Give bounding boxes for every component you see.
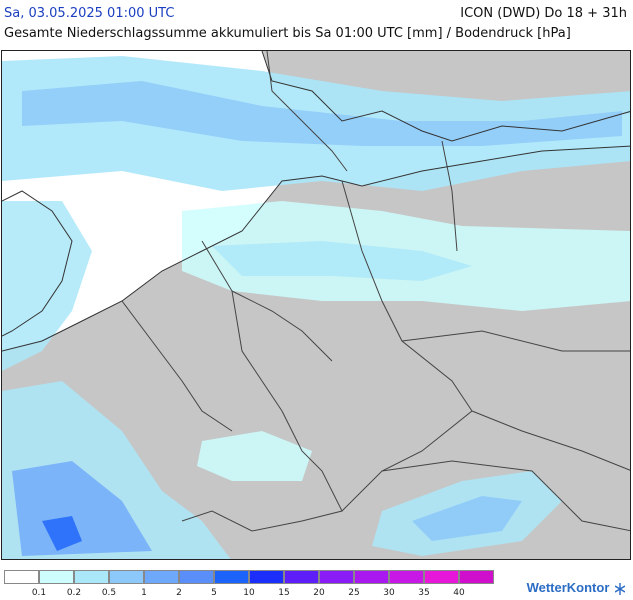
precipitation-legend: [4, 570, 494, 584]
country-borders: [121, 51, 630, 532]
legend-label: 10: [243, 588, 255, 598]
coastlines: [2, 51, 630, 352]
legend-label: 15: [278, 588, 290, 598]
legend-swatch: [109, 570, 144, 584]
legend-label: 35: [418, 588, 430, 598]
legend-swatch: [39, 570, 74, 584]
legend-swatch: [459, 570, 494, 584]
precip-band-north-core: [22, 81, 622, 146]
precip-alps-core: [412, 496, 522, 541]
legend-label: 0.2: [66, 588, 82, 598]
precipitation-map[interactable]: [1, 50, 631, 560]
forecast-datetime: Sa, 03.05.2025 01:00 UTC: [4, 6, 175, 21]
legend-label: 25: [348, 588, 360, 598]
legend-swatch: [249, 570, 284, 584]
precip-band-central-core: [212, 241, 472, 281]
snowflake-icon: [615, 582, 625, 595]
legend-swatch: [144, 570, 179, 584]
legend-label: 1: [141, 588, 147, 598]
legend-swatch: [389, 570, 424, 584]
precip-west-coast: [2, 201, 92, 371]
legend-label: 0.1: [31, 588, 47, 598]
map-description: Gesamte Niederschlagssumme akkumuliert b…: [4, 26, 571, 41]
legend-swatch: [214, 570, 249, 584]
legend-swatch: [74, 570, 109, 584]
legend-label: 0.5: [101, 588, 117, 598]
legend-swatch: [4, 570, 39, 584]
legend-labels: 0.1 0.2 0.5 1 2 5 10 15 20 25 30 35 40: [4, 588, 504, 600]
legend-label: 40: [453, 588, 465, 598]
model-run-label: ICON (DWD) Do 18 + 31h: [460, 6, 627, 21]
legend-label: 30: [383, 588, 395, 598]
precip-southwest-core: [12, 461, 152, 556]
legend-label: 5: [211, 588, 217, 598]
brand-name: WetterKontor: [526, 580, 610, 595]
legend-swatch: [424, 570, 459, 584]
brand-logo: WetterKontor: [527, 580, 625, 595]
legend-swatch: [179, 570, 214, 584]
legend-swatch: [284, 570, 319, 584]
precip-central-south: [197, 431, 312, 481]
legend-swatch: [319, 570, 354, 584]
legend-swatch: [354, 570, 389, 584]
legend-label: 2: [176, 588, 182, 598]
precip-southwest-heavy: [42, 516, 82, 551]
legend-label: 20: [313, 588, 325, 598]
map-canvas: [2, 51, 630, 559]
